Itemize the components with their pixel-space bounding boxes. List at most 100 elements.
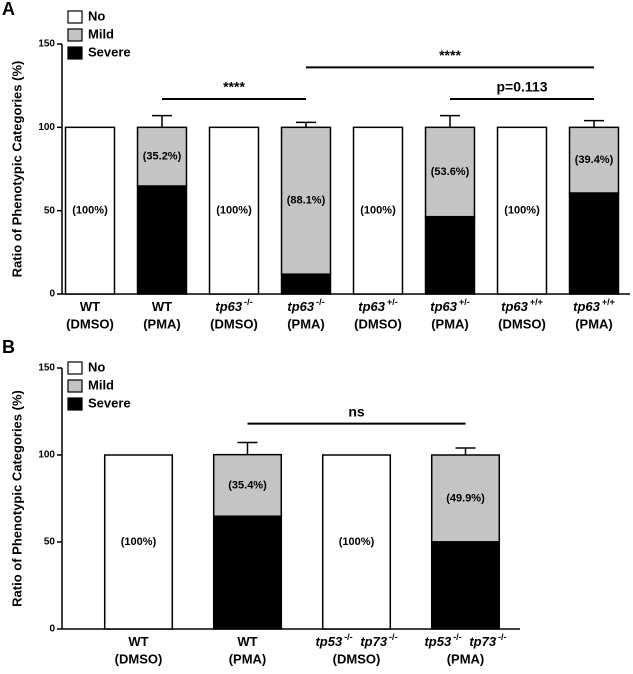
- x-tick-label: (PMA): [575, 316, 613, 331]
- legend-swatch: [67, 361, 83, 375]
- y-tick-label: 100: [38, 450, 55, 461]
- legend-label: No: [88, 8, 105, 23]
- bar-segment: [496, 126, 548, 295]
- value-label: (49.9%): [446, 492, 485, 504]
- genotype: tp63: [573, 299, 601, 314]
- bar-segment: [136, 126, 188, 187]
- genotype: tp63: [501, 299, 529, 314]
- y-tick-label: 0: [49, 624, 55, 635]
- genotype: tp73: [469, 634, 497, 649]
- bar-segment: [212, 515, 283, 630]
- value-label: (100%): [339, 536, 375, 548]
- bar-segment: [280, 126, 332, 275]
- x-tick-label: (PMA): [431, 316, 469, 331]
- value-label: (88.1%): [287, 195, 326, 207]
- y-tick-label: 150: [38, 363, 55, 374]
- value-label: (39.4%): [575, 154, 614, 166]
- value-label: (53.6%): [431, 166, 470, 178]
- value-label: (35.2%): [143, 151, 182, 163]
- genotype: tp63: [358, 299, 386, 314]
- genotype: WT: [80, 299, 100, 314]
- x-tick-label: WT: [80, 299, 100, 314]
- x-tick-label: tp63+/-​: [430, 297, 470, 314]
- value-label: (60.6%): [575, 237, 614, 249]
- legend-swatch: [67, 10, 83, 24]
- x-tick-label: (DMSO): [498, 316, 546, 331]
- bar-segment: [424, 126, 476, 218]
- y-tick-label: 150: [38, 39, 55, 50]
- x-tick-label: (DMSO): [66, 316, 114, 331]
- bar-segment: [208, 126, 260, 295]
- bar-segment: [430, 541, 501, 630]
- legend-swatch: [67, 379, 83, 393]
- x-tick-label: (DMSO): [333, 651, 381, 666]
- bar-segment: [212, 453, 283, 517]
- genotype: tp63: [287, 299, 315, 314]
- genotype-sup: -/-: [453, 632, 462, 642]
- bar-segment: [568, 192, 620, 295]
- genotype: WT: [237, 634, 257, 649]
- bar-segment: [103, 454, 174, 630]
- genotype-sup: -/-: [389, 632, 398, 642]
- x-tick-label: tp53-/-​ tp73-/-​: [424, 632, 506, 649]
- legend-swatch: [67, 46, 83, 60]
- x-tick-label: tp63+/-​: [358, 297, 398, 314]
- panel-label: A: [2, 0, 15, 19]
- legend-label: Severe: [88, 44, 131, 59]
- legend-label: No: [88, 359, 105, 374]
- value-label: (100%): [360, 205, 396, 217]
- x-tick-label: (PMA): [447, 651, 485, 666]
- legend-label: Severe: [88, 395, 131, 410]
- value-label: (64.8%): [228, 567, 267, 579]
- x-tick-label: (DMSO): [210, 316, 258, 331]
- genotype: WT: [152, 299, 172, 314]
- genotype: tp63: [215, 299, 243, 314]
- x-tick-label: WT: [128, 634, 148, 649]
- x-tick-label: (PMA): [287, 316, 325, 331]
- value-label: (100%): [216, 205, 252, 217]
- genotype: WT: [128, 634, 148, 649]
- y-axis-label: Ratio of Phenotypic Categories (%): [9, 61, 24, 278]
- panel-label: B: [2, 337, 15, 357]
- legend-label: Mild: [88, 377, 114, 392]
- genotype-sup: +/+: [530, 297, 543, 307]
- significance-label: ****: [439, 47, 461, 63]
- x-tick-label: WT: [237, 634, 257, 649]
- x-tick-label: tp63-/-​: [215, 297, 252, 314]
- genotype-sup: -/-: [498, 632, 507, 642]
- bar-segment: [352, 126, 404, 295]
- bar-segment: [64, 126, 116, 295]
- genotype: tp53: [315, 634, 343, 649]
- x-tick-label: tp53-/-​ tp73-/-​: [315, 632, 397, 649]
- value-label: (64.8%): [143, 234, 182, 246]
- significance-label: ns: [348, 403, 365, 419]
- bar-segment: [430, 454, 501, 543]
- value-label: (11.9%): [287, 278, 325, 290]
- x-tick-label: tp63+/+​: [501, 297, 543, 314]
- significance-label: ****: [223, 79, 245, 95]
- genotype: tp73: [360, 634, 388, 649]
- bar-segment: [321, 454, 392, 630]
- x-tick-label: (PMA): [229, 651, 267, 666]
- x-tick-label: tp63-/-​: [287, 297, 324, 314]
- value-label: (46.4%): [431, 249, 470, 261]
- genotype-sup: +/+: [602, 297, 615, 307]
- x-tick-label: WT: [152, 299, 172, 314]
- value-label: (35.4%): [228, 479, 267, 491]
- x-tick-label: (PMA): [143, 316, 181, 331]
- genotype-sup: -/-: [344, 632, 353, 642]
- y-tick-label: 100: [38, 122, 55, 133]
- legend-swatch: [67, 397, 83, 411]
- value-label: (100%): [504, 205, 540, 217]
- genotype: tp53: [424, 634, 452, 649]
- legend-swatch: [67, 28, 83, 42]
- significance-label: p=0.113: [497, 79, 548, 95]
- genotype-sup: +/-: [459, 297, 470, 307]
- genotype-sup: -/-: [244, 297, 253, 307]
- genotype: tp63: [430, 299, 458, 314]
- genotype-sup: +/-: [387, 297, 398, 307]
- bar-segment: [136, 185, 188, 295]
- genotype-sup: -/-: [316, 297, 325, 307]
- value-label: (50.1%): [446, 579, 485, 591]
